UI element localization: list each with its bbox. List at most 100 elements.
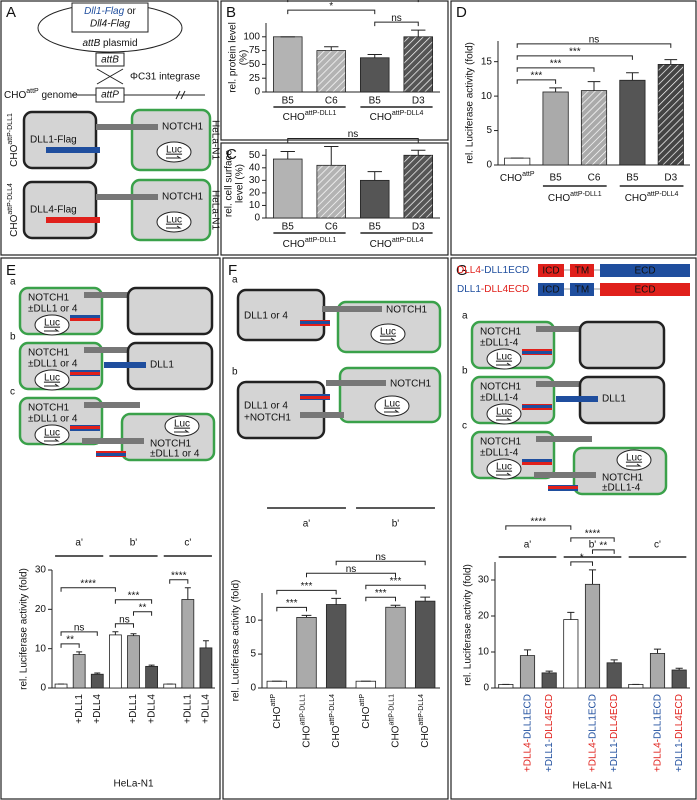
genome-line xyxy=(72,90,205,100)
luc-label: Luc xyxy=(496,407,512,418)
promoter-arrow xyxy=(44,383,60,387)
luc-label: Luc xyxy=(166,145,182,156)
domain-label: ECD xyxy=(634,285,655,296)
bar xyxy=(266,680,288,689)
promoter-arrow xyxy=(384,409,400,413)
error-bar xyxy=(675,667,683,670)
significance-label: *** xyxy=(128,590,140,601)
y-tick-label: 75 xyxy=(249,45,261,56)
plasmid-name-part: attB xyxy=(82,38,100,49)
y-tick-label: 20 xyxy=(249,188,261,199)
error-bar xyxy=(523,649,532,656)
receptor-label: NOTCH1 xyxy=(162,122,204,133)
bar xyxy=(619,79,646,166)
significance-bracket xyxy=(60,631,98,636)
group-label: b' xyxy=(130,538,138,549)
target-label: HeLa-N1 xyxy=(209,120,220,160)
error-bar xyxy=(76,651,83,655)
luc-label: Luc xyxy=(626,453,642,464)
x-tick-label-part: attP-DLL4 xyxy=(329,694,336,726)
bar xyxy=(541,672,557,689)
x-tick-label-part: +DLL1- xyxy=(544,739,555,772)
error-bar xyxy=(331,597,342,605)
cell-text: NOTCH1 xyxy=(28,403,70,414)
promoter-arrow xyxy=(496,417,512,421)
y-tick-label: 25 xyxy=(249,73,261,84)
error-bar xyxy=(184,587,191,600)
promoter-arrow xyxy=(44,328,60,332)
x-tick-label-part: +DLL4- xyxy=(587,739,598,772)
bar xyxy=(316,164,347,219)
bar xyxy=(355,680,377,689)
error-bar xyxy=(588,569,597,585)
luc-label: Luc xyxy=(44,373,60,384)
protein-bar xyxy=(300,394,330,400)
cell-text: DLL1 or 4 xyxy=(244,401,288,412)
bar xyxy=(272,36,303,93)
protein-bar xyxy=(84,292,140,298)
protein-bar xyxy=(96,124,158,130)
cell-text: NOTCH1 xyxy=(480,437,522,448)
significance-bracket xyxy=(365,596,396,602)
y-tick-label: 0 xyxy=(483,683,489,694)
significance-label: ** xyxy=(139,602,147,613)
significance-label: **** xyxy=(585,529,601,540)
x-tick-label-part: attP-DLL1 xyxy=(299,694,306,726)
x-tick-label-part: CHO xyxy=(360,706,371,728)
x-tick-label: +DLL4 xyxy=(201,694,212,724)
x-tick-label-part: CHO xyxy=(271,706,282,728)
group-label-part: attP-DLL1 xyxy=(570,191,602,198)
x-tick-label: C6 xyxy=(325,222,338,233)
significance-bracket xyxy=(374,21,419,27)
group-label: CHOattP-DLL4 xyxy=(625,191,679,204)
protein-bar xyxy=(534,472,596,478)
protein-bar xyxy=(548,485,578,491)
significance-label: *** xyxy=(531,70,543,81)
significance-bracket xyxy=(287,137,419,143)
promoter-arrow xyxy=(174,429,190,433)
y-tick-label: 5 xyxy=(250,649,256,660)
row-label: b xyxy=(232,367,238,378)
group-label-part: CHO xyxy=(283,112,305,123)
error-bar xyxy=(411,149,426,156)
significance-bracket xyxy=(570,537,615,542)
cell xyxy=(22,180,98,240)
bar xyxy=(563,619,579,689)
x-tick-label: CHOattP-DLL4 xyxy=(329,694,342,748)
panel-label: F xyxy=(228,262,237,279)
y-tick-label: 0 xyxy=(250,683,256,694)
significance-bracket xyxy=(516,79,557,84)
promoter-arrow xyxy=(44,438,60,442)
bar xyxy=(359,179,390,219)
cell-text: +NOTCH1 xyxy=(244,413,291,424)
y-axis-label: level (%) xyxy=(235,164,246,203)
x-tick-label-part: DLL1ECD xyxy=(587,694,598,739)
promoter-arrow xyxy=(380,337,396,341)
y-tick-label: 0 xyxy=(254,213,260,224)
construct-domain xyxy=(600,283,690,296)
significance-bracket xyxy=(335,560,426,566)
construct-part: -DLL1ECD xyxy=(481,265,529,276)
construct-name: DLL1-DLL4ECD xyxy=(457,284,529,295)
x-tick-label-part: +DLL1- xyxy=(674,739,685,772)
x-tick-label: +DLL1 xyxy=(182,694,193,724)
cell-text: ±DLL1-4 xyxy=(602,483,641,494)
significance-label: *** xyxy=(301,581,313,592)
group-label-part: CHO xyxy=(548,193,570,204)
bar xyxy=(199,647,213,689)
construct-domain xyxy=(538,283,564,296)
significance-label: **** xyxy=(531,517,547,528)
panel-label: D xyxy=(456,4,467,21)
y-tick-label: 30 xyxy=(249,175,261,186)
protein-bar xyxy=(522,349,552,355)
ligand-label: DLL4-Flag xyxy=(30,205,77,216)
x-tick-label: +DLL1-DLL4ECD xyxy=(674,694,685,772)
protein-bar xyxy=(322,306,382,312)
cell-text: NOTCH1 xyxy=(28,293,70,304)
bar xyxy=(542,91,569,166)
luc xyxy=(616,449,652,471)
bar xyxy=(90,673,104,689)
insert-part: Dll1-Flag xyxy=(84,6,124,17)
error-bar xyxy=(367,53,382,58)
